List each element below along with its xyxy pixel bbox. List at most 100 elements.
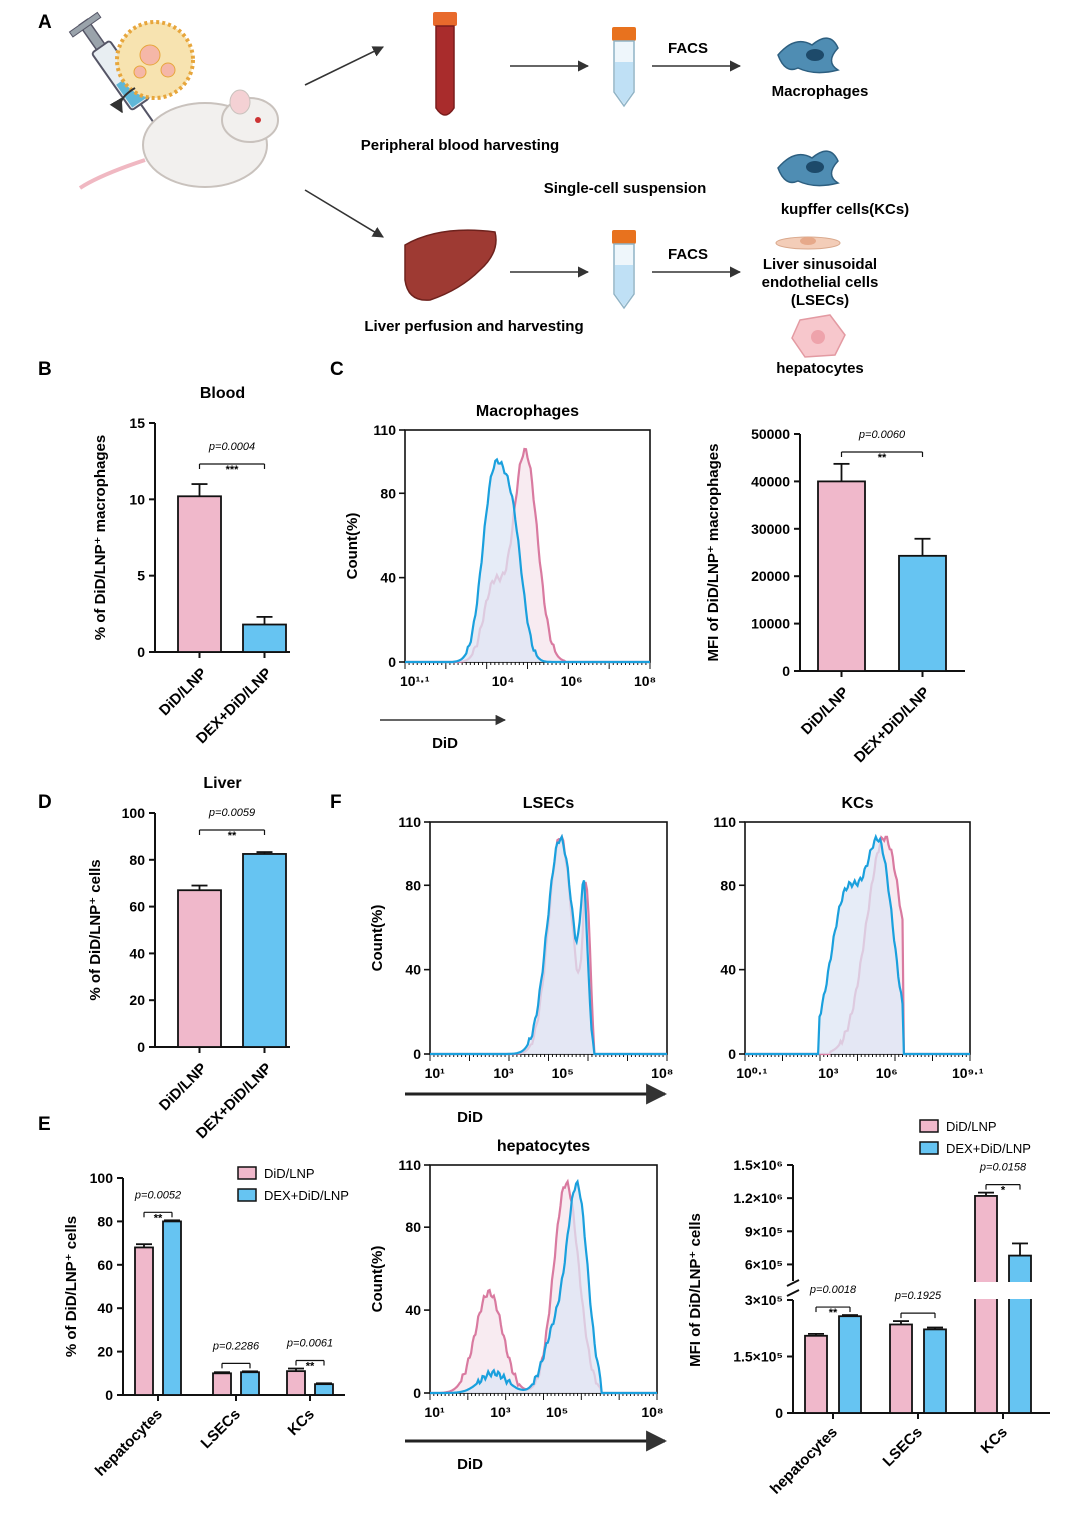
C-hist-y-tick-label: 40 — [380, 570, 396, 586]
F-LSECs-y-tick-label: 110 — [398, 814, 421, 830]
F-LSECs-dex-did-lnp-curve — [430, 833, 667, 1056]
E-legend-swatch-0 — [237, 1166, 257, 1180]
facs-bottom-label: FACS — [668, 246, 708, 263]
E-bar-kcs-did-lnp — [286, 1370, 306, 1396]
panel-f-letter: F — [330, 792, 342, 813]
F-LSECs-x-tick-label: 10⁵ — [552, 1065, 574, 1081]
B-y-tick-label: 5 — [137, 568, 145, 584]
E-y-tick-label: 80 — [97, 1213, 113, 1229]
step-blood-label: Peripheral blood harvesting — [361, 137, 559, 154]
panel-a-letter: A — [38, 12, 52, 33]
F-hepatocytes-dex-did-lnp-curve — [430, 1178, 657, 1395]
C-hist-dex-did-lnp-curve — [405, 457, 650, 664]
F-bar-break-gap — [1007, 1282, 1033, 1299]
E-y-tick-label: 40 — [97, 1300, 113, 1316]
step-liver-label: Liver perfusion and harvesting — [364, 318, 583, 335]
C-bar-y-label: MFI of DiD/LNP⁺ macrophages — [705, 444, 722, 662]
C-bar-y-tick-label: 40000 — [751, 473, 790, 489]
cell-lsecs-label-3: (LSECs) — [791, 292, 849, 309]
E-bar-hepatocytes-did-lnp — [134, 1246, 154, 1396]
mouse-icon — [78, 89, 279, 190]
step-suspension-label: Single-cell suspension — [544, 180, 707, 197]
F-bar-significance-2-p-value: p=0.0158 — [979, 1162, 1027, 1174]
F-KCs-x-tick-label: 10⁶ — [876, 1065, 898, 1081]
F-hepatocytes-x-label: DiD — [457, 1456, 483, 1473]
C-bar-category-label: DiD/LNP — [798, 684, 852, 738]
cell-macrophages-label: Macrophages — [772, 83, 869, 100]
D-y-tick-label: 100 — [122, 805, 146, 821]
E-significance-2-p-value: p=0.0061 — [286, 1338, 333, 1350]
lipid-nanoparticle-icon — [115, 20, 195, 100]
C-bar-y-tick-label: 10000 — [751, 616, 790, 632]
panel-a: A — [38, 11, 909, 377]
F-hepatocytes-y-label: Count(%) — [369, 1246, 386, 1313]
E-y-tick-label: 100 — [90, 1170, 114, 1186]
B-significance-stars: *** — [226, 464, 240, 476]
F-LSECs-y-tick-label: 0 — [413, 1046, 421, 1062]
D-y-tick-label: 20 — [129, 992, 145, 1008]
C-bar-significance-stars: ** — [878, 452, 887, 464]
F-hepatocytes-did-lnp-fill — [430, 1181, 657, 1393]
F-hepatocytes-x-tick-label: 10³ — [490, 1404, 511, 1420]
F-bar-category-label: LSECs — [880, 1424, 926, 1470]
liver-icon — [404, 229, 497, 301]
F-LSECs-x-tick-label: 10¹ — [425, 1065, 446, 1081]
cell-hepatocytes-label: hepatocytes — [776, 360, 864, 377]
cell-kcs-label: kupffer cells(KCs) — [781, 201, 909, 218]
F-KCs-dex-did-lnp-fill — [745, 836, 970, 1054]
D-title: Liver — [203, 775, 241, 792]
F-KCs-y-tick-label: 80 — [720, 877, 736, 893]
C-bar-y-tick-label: 20000 — [751, 568, 790, 584]
D-significance-stars: ** — [228, 830, 237, 842]
D-y-tick-label: 80 — [129, 852, 145, 868]
F-bar-significance-1-p-value: p=0.1925 — [894, 1290, 942, 1302]
B-y-label: % of DiD/LNP⁺ macrophages — [92, 435, 109, 640]
C-hist-y-tick-label: 80 — [380, 485, 396, 501]
F-KCs-title: KCs — [841, 795, 873, 812]
F-bar-kcs-dex-did-lnp — [1008, 1254, 1032, 1414]
B-y-tick-label: 0 — [137, 644, 145, 660]
C-hist-did-lnp-fill — [405, 449, 650, 662]
E-bar-lsecs-dex-did-lnp — [240, 1371, 260, 1396]
E-bar-lsecs-did-lnp — [212, 1372, 232, 1396]
C-hist-y-label: Count(%) — [344, 513, 361, 580]
falcon-tube-top-icon — [612, 27, 636, 108]
E-legend-label-0: DiD/LNP — [264, 1166, 315, 1181]
C-bar-significance-p-value: p=0.0060 — [858, 429, 906, 441]
C-bar-category-label: DEX+DiD/LNP — [851, 684, 933, 766]
macrophage-icon — [777, 37, 840, 74]
panel-b-letter: B — [38, 359, 52, 380]
D-bar-did-lnp — [177, 889, 222, 1048]
E-y-tick-label: 0 — [105, 1387, 113, 1403]
C-bar-bar-dex-did-lnp — [898, 554, 947, 672]
B-category-label: DiD/LNP — [156, 665, 210, 719]
F-bar-legend-swatch-0 — [919, 1119, 939, 1133]
D-significance-p-value: p=0.0059 — [208, 807, 255, 819]
B-y-tick-label: 10 — [129, 491, 145, 507]
F-LSECs-y-tick-label: 80 — [405, 877, 421, 893]
F-KCs-y-tick-label: 40 — [720, 962, 736, 978]
B-y-tick-label: 15 — [129, 415, 145, 431]
F-KCs-x-tick-label: 10⁹·¹ — [952, 1065, 984, 1081]
F-bar-y-tick-label: 6×10⁵ — [745, 1256, 783, 1272]
F-KCs-x-tick-label: 10³ — [818, 1065, 839, 1081]
F-hepatocytes-y-tick-label: 40 — [405, 1302, 421, 1318]
E-category-label: KCs — [285, 1406, 318, 1439]
blood-tube-icon — [433, 12, 457, 116]
C-hist-x-tick-label: 10⁴ — [492, 673, 515, 689]
facs-top-label: FACS — [668, 40, 708, 57]
F-KCs-y-tick-label: 110 — [713, 814, 736, 830]
F-hepatocytes-x-tick-label: 10⁵ — [546, 1404, 568, 1420]
D-y-tick-label: 40 — [129, 945, 145, 961]
F-bar-break-gap — [973, 1282, 999, 1299]
E-bar-hepatocytes-dex-did-lnp — [162, 1220, 182, 1396]
F-bar-y-tick-label: 1.5×10⁵ — [733, 1349, 783, 1365]
C-hist-y-tick-label: 0 — [388, 654, 396, 670]
F-hepatocytes-y-tick-label: 0 — [413, 1385, 421, 1401]
F-hepatocytes-y-tick-label: 110 — [398, 1157, 421, 1173]
hepatocyte-icon — [791, 314, 846, 358]
E-y-tick-label: 60 — [97, 1257, 113, 1273]
F-bar-hepatocytes-dex-did-lnp — [838, 1315, 862, 1414]
C-bar-bar-did-lnp — [817, 480, 866, 672]
